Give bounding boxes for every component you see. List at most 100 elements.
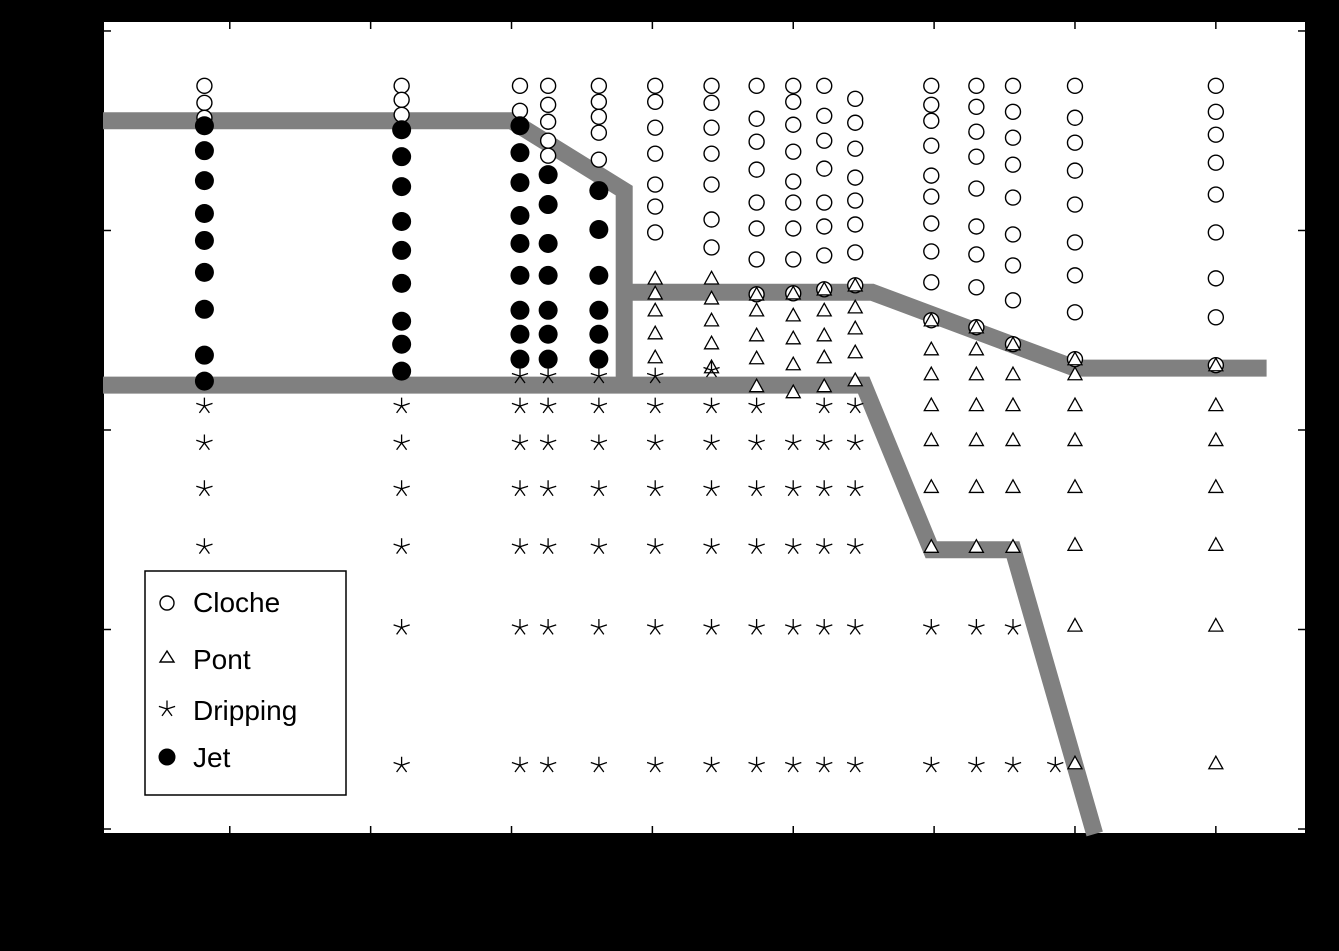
pont-point [923,478,940,494]
dripping-point [393,538,410,554]
cloche-point [968,98,985,115]
cloche-point [1004,129,1022,146]
pont-point [1207,754,1224,770]
cloche-point [1004,292,1022,309]
cloche-point [748,161,765,178]
cloche-point [847,216,864,233]
dripping-point [784,538,802,554]
jet-point [510,300,530,320]
cloche-point [1207,309,1225,326]
dripping-point [539,619,557,635]
pont-point [785,329,802,345]
cloche-point [703,176,720,193]
cloche-point [1004,103,1022,120]
legend-box [144,570,347,796]
pont-point [703,334,720,350]
cloche-point [816,107,833,124]
cloche-point [1207,224,1225,241]
dripping-point [646,756,664,773]
jet-point [510,233,530,253]
dripping-point [703,397,720,414]
cloche-point [968,148,985,165]
pont-point [1066,396,1084,412]
pont-point [968,538,985,553]
pont-point [968,340,985,356]
jet-point [589,349,609,369]
jet-point [510,324,530,344]
cloche-point [847,114,864,131]
cloche-point [646,93,664,111]
x-tick-label: −0.5 [886,857,983,903]
cloche-point [393,91,410,109]
jet-point [194,230,214,250]
dripping-point [393,480,410,497]
cloche-point [646,224,664,241]
cloche-point [785,116,802,133]
dripping-point [539,434,557,451]
dripping-point [511,397,529,414]
dripping-point [703,619,720,635]
legend-label-cloche: Cloche [193,587,280,618]
cloche-point [1004,257,1022,274]
cloche-point [646,145,664,162]
jet-point [510,143,530,163]
cloche-point [785,143,802,160]
y-tick-label: −8 [31,807,90,853]
dripping-point [968,619,985,635]
dripping-point [748,619,765,635]
cloche-point [1207,186,1225,203]
pont-point [748,377,765,393]
dripping-point [846,538,864,554]
cloche-point [923,243,940,260]
dripping-point [703,480,720,497]
jet-point [392,120,412,140]
cloche-point [968,180,985,197]
pont-point [647,324,664,340]
cloche-point [1066,267,1084,284]
cloche-point [539,113,557,130]
pont-point [847,319,864,335]
x-tick-label: 0 [1062,857,1087,903]
cloche-point [816,77,833,95]
series-dripping [196,361,1064,773]
pont-point [816,281,833,296]
dripping-point [922,756,940,773]
cloche-point [703,211,720,228]
legend-marker-jet [158,748,176,766]
dripping-point [196,397,213,414]
pont-point [1207,617,1224,632]
dripping-point [703,361,720,378]
dripping-point [511,480,529,497]
pont-point [785,383,802,399]
series-cloche [196,77,1225,374]
cloche-point [590,151,608,168]
pont-point [1004,365,1022,381]
jet-point [194,141,214,161]
dripping-point [703,756,720,773]
cloche-point [785,220,802,237]
dripping-point [393,756,410,773]
pont-point [816,377,833,393]
pont-point [1066,536,1084,551]
dripping-point [511,367,529,384]
cloche-point [968,77,985,95]
dripping-point [646,619,664,635]
dripping-point [815,538,833,554]
pont-point [923,311,940,327]
x-axis-title: Q/Qc [632,908,727,951]
y-tick-label: −4 [31,408,90,454]
jet-point [589,219,609,239]
dripping-point [1004,619,1022,635]
dripping-point [923,619,940,635]
dripping-point [590,397,608,414]
cloche-point [1066,234,1084,251]
cloche-point [816,194,833,211]
cloche-point [748,110,765,127]
legend-star-glyph [158,700,176,717]
y-axis-title-sub: E [53,504,74,537]
pont-point [968,396,985,412]
pont-point [1207,536,1224,551]
axis-ticks [103,21,1306,834]
pont-point [923,538,940,553]
